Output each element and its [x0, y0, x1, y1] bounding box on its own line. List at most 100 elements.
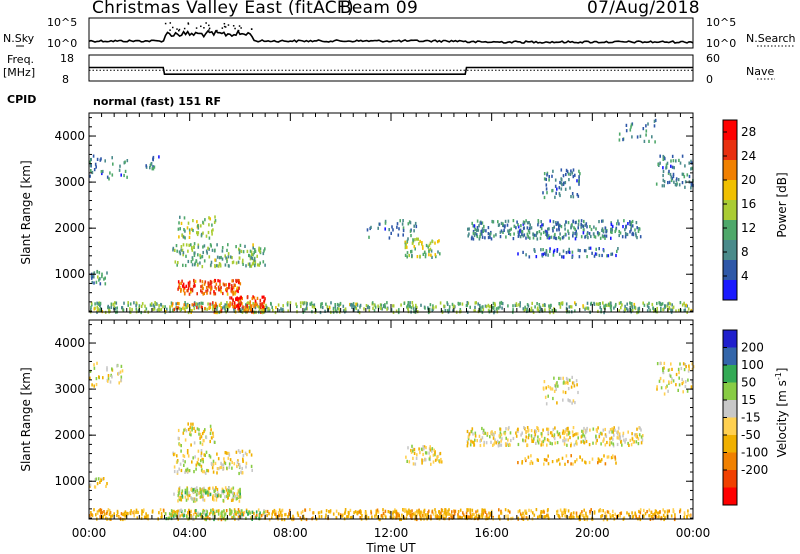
power-cell: [210, 288, 212, 292]
vel-cell: [517, 442, 520, 447]
vel-cell: [431, 510, 433, 514]
vel-cell: [198, 428, 200, 432]
vel-cell: [100, 511, 102, 515]
power-cell: [227, 243, 229, 247]
power-cell: [377, 226, 379, 230]
vel-cell: [191, 428, 193, 432]
vel-cell: [89, 376, 91, 380]
power-cell: [627, 308, 629, 312]
vel-cell: [523, 426, 525, 430]
vel-cell: [414, 511, 417, 515]
vel-cell: [211, 462, 213, 467]
power-cell: [584, 223, 586, 227]
vel-cell: [187, 493, 189, 497]
power-cell: [176, 249, 178, 253]
vel-cell: [428, 457, 431, 461]
power-cell: [465, 304, 468, 308]
vel-cell: [649, 514, 651, 518]
power-cell: [177, 301, 179, 306]
power-cell: [184, 263, 187, 268]
power-cell: [195, 259, 198, 263]
vel-cell: [116, 511, 119, 515]
vel-cell: [557, 513, 560, 517]
power-cell: [231, 284, 233, 288]
vel-cell: [226, 451, 228, 455]
power-cell: [607, 254, 610, 258]
vel-cell: [238, 463, 241, 467]
vel-cell: [132, 511, 134, 515]
vel-cell: [199, 432, 202, 436]
vel-cell: [640, 435, 643, 439]
power-cell: [210, 244, 212, 248]
vel-cell: [662, 513, 665, 517]
cpid-value: normal (fast) 151 RF: [93, 95, 221, 108]
power-cell: [419, 254, 421, 258]
vel-cell: [517, 429, 519, 434]
vel-cell: [184, 495, 187, 499]
vel-cell: [194, 499, 197, 503]
power-cell: [261, 295, 264, 299]
nsky-dot: [178, 29, 180, 32]
vel-cell: [422, 514, 424, 518]
power-cell: [183, 286, 186, 290]
vel-cell: [411, 444, 413, 448]
power-cell: [237, 278, 239, 283]
vel-cell: [178, 514, 180, 518]
power-cell: [548, 304, 550, 308]
power-cell: [221, 249, 224, 253]
power-cell: [466, 301, 469, 305]
power-cell: [410, 250, 412, 254]
power-cell: [618, 132, 621, 136]
vel-cell: [421, 448, 424, 452]
vel-cell: [450, 515, 452, 519]
power-cell: [619, 231, 622, 235]
vel-cell: [349, 516, 352, 520]
power-cell: [432, 304, 434, 308]
power-cell: [623, 309, 626, 313]
vel-cell: [358, 510, 361, 514]
power-cell: [651, 135, 653, 139]
power-cell: [411, 253, 413, 257]
vel-cell: [603, 454, 605, 458]
power-cell: [670, 164, 672, 168]
vel-cell: [255, 513, 258, 518]
power-cell: [531, 301, 533, 305]
vel-cell: [118, 381, 120, 385]
power-cell: [187, 281, 190, 285]
power-cell: [655, 182, 658, 186]
power-cell: [477, 302, 479, 306]
vel-cell: [667, 389, 669, 393]
vel-cell: [576, 383, 578, 387]
power-cell: [552, 220, 555, 224]
vel-cell: [481, 513, 484, 517]
power-cell: [194, 251, 196, 255]
vel-cell: [238, 499, 241, 503]
vel-cell: [559, 376, 562, 380]
power-cell: [267, 306, 269, 311]
vel-cell: [573, 384, 576, 388]
power-cell: [101, 272, 103, 276]
power-cell: [437, 250, 439, 254]
power-cell: [684, 308, 686, 312]
power-cell: [263, 295, 265, 299]
vel-cell: [206, 510, 208, 514]
vel-cell: [199, 512, 202, 516]
power-cell: [263, 306, 266, 310]
power-cell: [123, 173, 125, 178]
vel-cell: [613, 428, 615, 432]
power-cell: [232, 279, 234, 283]
power-cell: [656, 301, 658, 306]
vel-cell: [245, 465, 247, 469]
power-cell: [603, 249, 605, 253]
vel-cell: [224, 451, 227, 455]
vel-cell: [611, 430, 613, 434]
vel-cell: [524, 511, 527, 515]
vel-cell: [91, 383, 93, 387]
vel-cell: [200, 493, 203, 497]
power-cell: [653, 309, 655, 313]
beam-label: Beam 09: [339, 0, 419, 18]
vel-cell: [570, 516, 572, 520]
nave-label: Nave: [746, 65, 775, 78]
power-cell: [521, 230, 524, 234]
vel-cell: [212, 512, 214, 516]
